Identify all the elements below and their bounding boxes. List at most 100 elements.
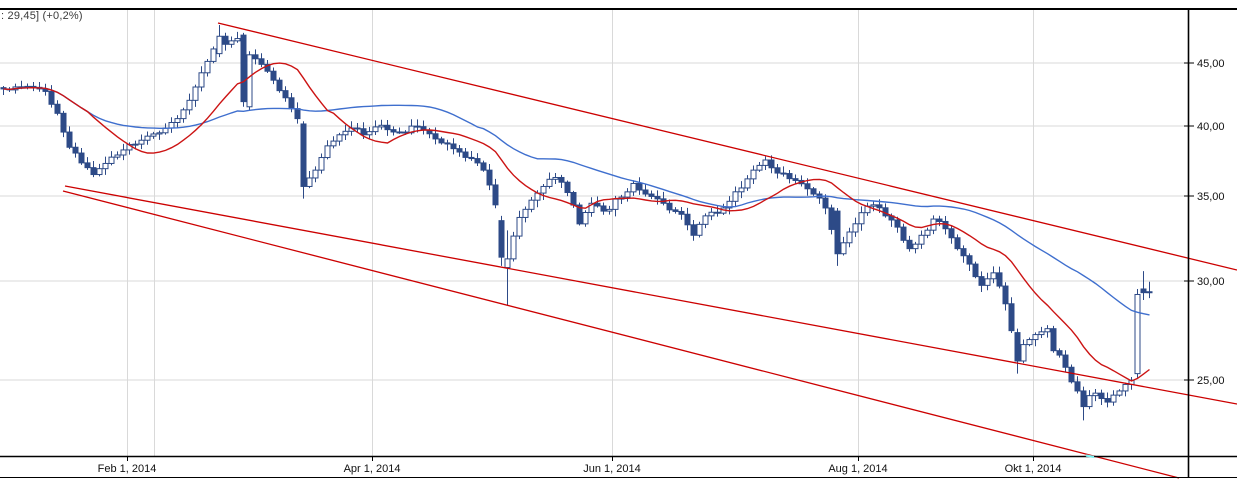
candle-body bbox=[294, 108, 301, 120]
candle-body bbox=[588, 202, 595, 214]
candle-body bbox=[306, 177, 313, 187]
candle-body bbox=[414, 125, 421, 128]
candle-body bbox=[132, 143, 139, 146]
candle-body bbox=[918, 234, 925, 245]
candle-body bbox=[678, 210, 685, 215]
candle-body bbox=[708, 211, 715, 217]
candle-body bbox=[510, 235, 517, 260]
candle-body bbox=[582, 212, 589, 225]
candle-body bbox=[1134, 293, 1141, 375]
candle-body bbox=[762, 159, 769, 166]
candle-body bbox=[774, 167, 781, 174]
candle-body bbox=[1008, 303, 1015, 332]
candle-body bbox=[1146, 291, 1153, 294]
candle-body bbox=[1110, 394, 1117, 403]
candle-body bbox=[1062, 354, 1069, 368]
candle-body bbox=[978, 276, 985, 286]
candle-body bbox=[390, 129, 397, 133]
candle-body bbox=[1116, 390, 1123, 396]
candle-body bbox=[1122, 383, 1129, 392]
candle-body bbox=[810, 188, 817, 195]
candle-body bbox=[336, 134, 343, 142]
candle-body bbox=[174, 118, 181, 123]
candle-body bbox=[600, 205, 607, 212]
candle-body bbox=[168, 121, 175, 129]
candle-body bbox=[1056, 350, 1063, 356]
candle-body bbox=[312, 169, 319, 179]
candle-body bbox=[876, 204, 883, 209]
candle-body bbox=[894, 219, 901, 228]
candle-body bbox=[636, 182, 643, 191]
candle-body bbox=[216, 35, 223, 55]
candle-body bbox=[270, 70, 277, 81]
candle-body bbox=[792, 178, 799, 181]
candle-body bbox=[630, 182, 637, 193]
candle-body bbox=[222, 35, 229, 45]
upper-channel-line bbox=[217, 22, 1237, 271]
candle-body bbox=[846, 231, 853, 244]
candle-body bbox=[342, 130, 349, 136]
candle-body bbox=[354, 127, 361, 130]
x-axis-label: Jun 1, 2014 bbox=[583, 463, 641, 475]
candle-body bbox=[540, 185, 547, 194]
candle-body bbox=[180, 109, 187, 120]
candle-body bbox=[156, 132, 163, 135]
candle-body bbox=[486, 169, 493, 186]
candle-body bbox=[702, 215, 709, 225]
candle-body bbox=[726, 200, 733, 209]
y-axis-label: 25,00 bbox=[1197, 375, 1225, 387]
candle-body bbox=[372, 126, 379, 133]
candle-body bbox=[564, 181, 571, 194]
candle-body bbox=[1074, 381, 1081, 392]
y-axis-label: 35,00 bbox=[1197, 191, 1225, 203]
candle-body bbox=[606, 208, 613, 212]
gridlines bbox=[0, 10, 1188, 456]
candle-body bbox=[900, 226, 907, 241]
candle-body bbox=[948, 228, 955, 239]
x-axis-label: Aug 1, 2014 bbox=[828, 463, 887, 475]
candle-body bbox=[432, 133, 439, 140]
candle-body bbox=[738, 187, 745, 193]
candle-body bbox=[1038, 331, 1045, 336]
candle-body bbox=[60, 112, 67, 133]
candle-body bbox=[522, 208, 529, 218]
candle-body bbox=[72, 146, 79, 154]
candle-body bbox=[210, 48, 217, 62]
candle-body bbox=[1086, 395, 1093, 408]
candle-body bbox=[264, 63, 271, 72]
candle-body bbox=[858, 212, 865, 225]
candle-body bbox=[966, 255, 973, 265]
candle-body bbox=[114, 154, 121, 158]
candle-body bbox=[396, 131, 403, 134]
candle-body bbox=[1050, 328, 1057, 352]
candle-body bbox=[66, 131, 73, 148]
candle-body bbox=[786, 173, 793, 180]
candle-body bbox=[498, 220, 505, 258]
candle-body bbox=[186, 99, 193, 111]
ma-short-red bbox=[3, 62, 1150, 382]
candle-body bbox=[150, 133, 157, 137]
candle-body bbox=[84, 162, 91, 169]
x-axis-label: Apr 1, 2014 bbox=[344, 463, 401, 475]
candle-body bbox=[102, 162, 109, 170]
candle-body bbox=[954, 237, 961, 250]
candle-body bbox=[234, 38, 241, 42]
candle-body bbox=[468, 156, 475, 160]
candle-body bbox=[750, 169, 757, 180]
cyan-crossing-mark bbox=[1085, 454, 1095, 459]
middle-channel-line bbox=[64, 185, 1237, 405]
candle-body bbox=[48, 90, 55, 105]
candle-body bbox=[984, 278, 991, 286]
candle-body bbox=[732, 191, 739, 202]
candle-body bbox=[366, 131, 373, 136]
candle-body bbox=[690, 224, 697, 236]
candle-body bbox=[120, 149, 127, 156]
candle-body bbox=[96, 168, 103, 176]
candle-body bbox=[546, 178, 553, 187]
candle-body bbox=[192, 86, 199, 101]
x-axis-label: Okt 1, 2014 bbox=[1005, 463, 1062, 475]
candle-body bbox=[90, 167, 97, 176]
candle-body bbox=[504, 258, 511, 269]
candle-body bbox=[54, 103, 61, 114]
